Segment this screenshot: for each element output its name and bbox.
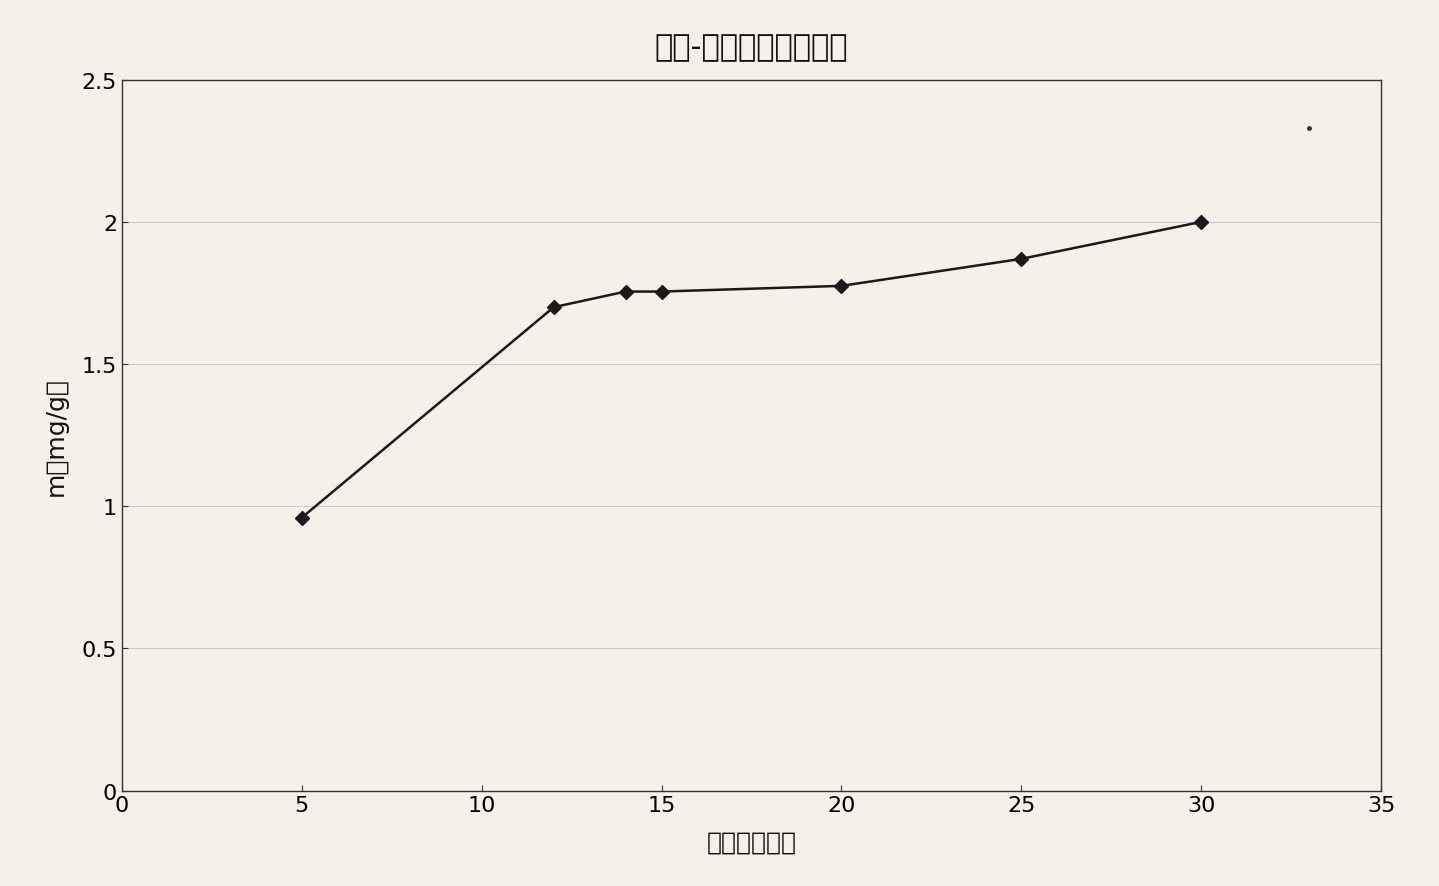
Y-axis label: m（mg/g）: m（mg/g）: [43, 377, 68, 495]
X-axis label: 时间（分钟）: 时间（分钟）: [707, 829, 797, 853]
Title: 时间-含量曲线（液相）: 时间-含量曲线（液相）: [655, 33, 848, 62]
